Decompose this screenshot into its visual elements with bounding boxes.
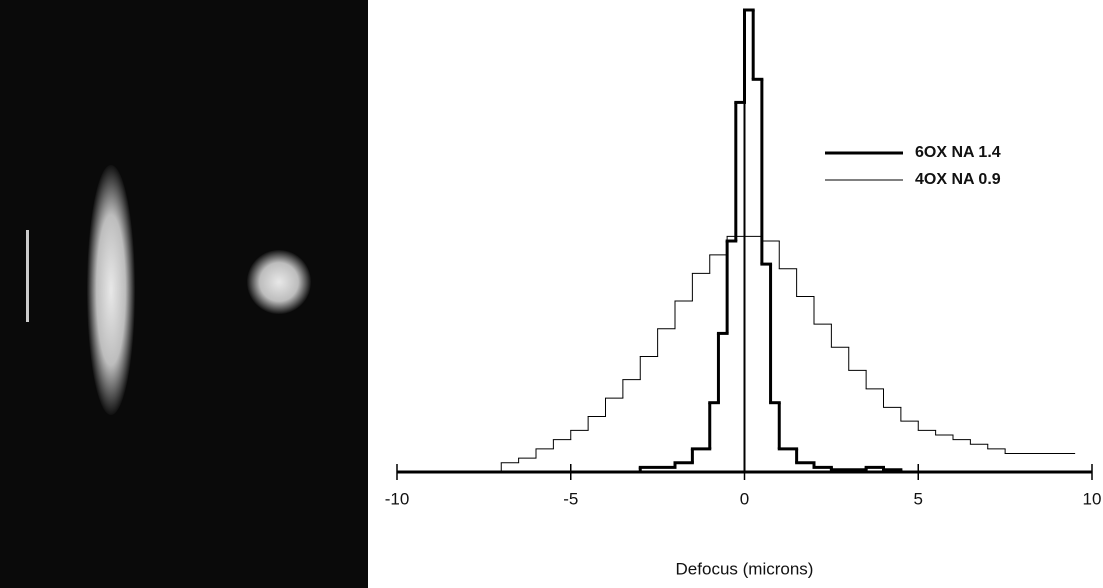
round-spot (247, 250, 311, 314)
legend-label: 6OX NA 1.4 (915, 144, 1001, 161)
micrograph (0, 0, 368, 588)
x-tick-label: 5 (914, 489, 923, 508)
legend-label: 4OX NA 0.9 (915, 171, 1001, 188)
x-tick-label: -10 (385, 489, 410, 508)
x-tick-label: 0 (740, 489, 749, 508)
elongated-spot (87, 165, 135, 415)
x-tick-label: 10 (1083, 489, 1102, 508)
plot: -10 -5 0 5 10 Defocus (microns) 6OX NA 1.4 4OX … (385, 8, 1102, 578)
x-tick-label: -5 (563, 489, 578, 508)
image-background (0, 0, 368, 588)
scale-bar (26, 230, 29, 322)
x-axis-label: Defocus (microns) (676, 559, 814, 578)
